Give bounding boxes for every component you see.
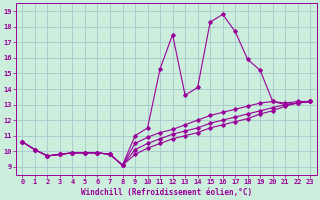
X-axis label: Windchill (Refroidissement éolien,°C): Windchill (Refroidissement éolien,°C) <box>81 188 252 197</box>
